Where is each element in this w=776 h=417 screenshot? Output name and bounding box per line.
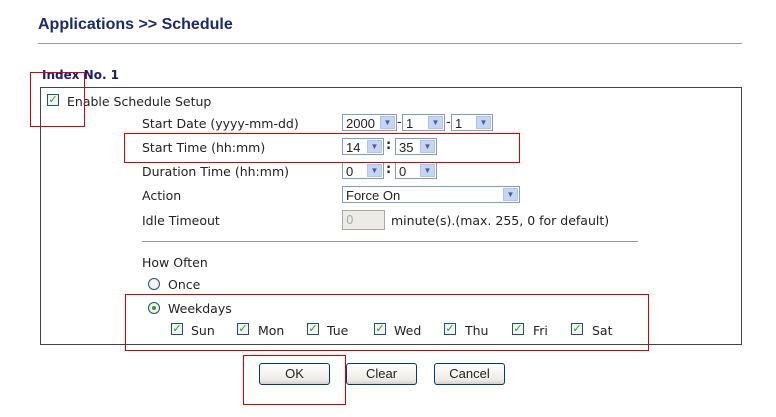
once-radio[interactable] xyxy=(148,278,160,290)
day-label: Sat xyxy=(592,323,613,338)
start-hour-value: 14 xyxy=(346,140,361,155)
start-day-value: 1 xyxy=(455,116,463,131)
start-year-select[interactable]: 2000 ▼ xyxy=(342,114,397,131)
day-checkbox[interactable]: ✓ xyxy=(374,322,386,335)
start-minute-value: 35 xyxy=(399,140,414,155)
idle-timeout-label: Idle Timeout xyxy=(142,213,220,228)
once-label: Once xyxy=(168,277,201,292)
chevron-down-icon: ▼ xyxy=(503,188,518,201)
day-checkbox[interactable]: ✓ xyxy=(237,322,249,335)
chevron-down-icon: ▼ xyxy=(367,164,382,177)
time-separator: : xyxy=(386,162,392,177)
highlight-box xyxy=(30,72,85,127)
day-label: Wed xyxy=(394,323,422,338)
page-title: Applications >> Schedule xyxy=(38,16,233,33)
section-divider xyxy=(142,241,638,242)
chevron-down-icon: ▼ xyxy=(476,116,491,129)
duration-hour-select[interactable]: 0 ▼ xyxy=(342,162,384,179)
start-hour-select[interactable]: 14 ▼ xyxy=(342,138,384,155)
day-checkbox[interactable]: ✓ xyxy=(307,322,319,335)
day-label: Tue xyxy=(327,323,349,338)
date-separator: - xyxy=(397,115,402,130)
idle-timeout-input[interactable]: 0 xyxy=(342,210,385,230)
highlight-box xyxy=(125,294,649,351)
day-label: Thu xyxy=(465,323,489,338)
day-checkbox[interactable]: ✓ xyxy=(512,322,524,335)
day-label: Fri xyxy=(533,323,548,338)
start-date-label: Start Date (yyyy-mm-dd) xyxy=(142,116,299,131)
duration-minute-select[interactable]: 0 ▼ xyxy=(395,162,437,179)
date-separator: - xyxy=(446,115,451,130)
cancel-button[interactable]: Cancel xyxy=(434,363,505,385)
day-label: Mon xyxy=(258,323,285,338)
duration-hour-value: 0 xyxy=(346,164,354,179)
time-separator: : xyxy=(386,138,392,153)
start-time-label: Start Time (hh:mm) xyxy=(142,140,266,155)
enable-schedule-label: Enable Schedule Setup xyxy=(67,94,212,109)
action-select[interactable]: Force On ▼ xyxy=(342,186,520,203)
idle-timeout-hint: minute(s).(max. 255, 0 for default) xyxy=(391,213,610,228)
chevron-down-icon: ▼ xyxy=(420,164,435,177)
how-often-label: How Often xyxy=(142,255,208,270)
start-minute-select[interactable]: 35 ▼ xyxy=(395,138,437,155)
start-day-select[interactable]: 1 ▼ xyxy=(451,114,493,131)
clear-button[interactable]: Clear xyxy=(346,363,417,385)
action-label: Action xyxy=(142,188,182,203)
chevron-down-icon: ▼ xyxy=(367,140,382,153)
chevron-down-icon: ▼ xyxy=(380,116,395,129)
day-checkbox[interactable]: ✓ xyxy=(571,322,583,335)
duration-minute-value: 0 xyxy=(399,164,407,179)
weekdays-label: Weekdays xyxy=(168,301,232,316)
day-checkbox[interactable]: ✓ xyxy=(444,322,456,335)
chevron-down-icon: ▼ xyxy=(428,116,443,129)
duration-label: Duration Time (hh:mm) xyxy=(142,164,289,179)
start-month-select[interactable]: 1 ▼ xyxy=(402,114,445,131)
highlight-box xyxy=(243,355,346,405)
ok-button[interactable]: OK xyxy=(259,363,330,385)
start-month-value: 1 xyxy=(406,116,414,131)
chevron-down-icon: ▼ xyxy=(420,140,435,153)
title-divider xyxy=(38,43,742,44)
start-year-value: 2000 xyxy=(346,116,375,131)
action-value: Force On xyxy=(346,188,401,203)
day-checkbox[interactable]: ✓ xyxy=(171,322,183,335)
schedule-panel xyxy=(40,87,742,345)
enable-schedule-checkbox[interactable]: ✓ xyxy=(47,93,59,106)
weekdays-radio[interactable] xyxy=(148,302,160,314)
highlight-box xyxy=(124,133,520,163)
index-label: Index No. 1 xyxy=(42,68,120,82)
day-label: Sun xyxy=(191,323,215,338)
